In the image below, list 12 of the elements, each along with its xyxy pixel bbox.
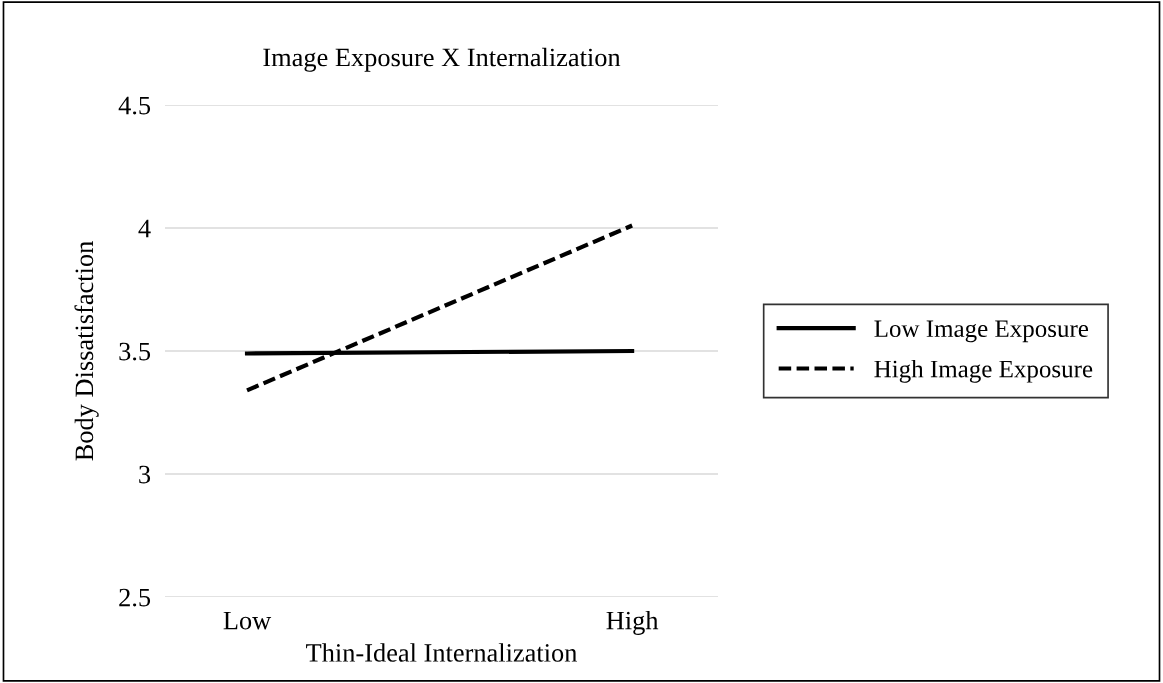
y-tick-label: 2.5 <box>119 588 151 607</box>
legend-label: High Image Exposure <box>874 359 1093 383</box>
chart-title: Image Exposure X Internalization <box>263 47 621 72</box>
y-tick-label: 4.5 <box>118 96 151 115</box>
y-tick-label: 3 <box>139 465 151 484</box>
y-tick-label: 3.5 <box>119 342 151 361</box>
legend-label: Low Image Exposure <box>874 320 1089 343</box>
x-tick-label: Low <box>223 611 272 630</box>
y-tick-label: 4 <box>138 219 151 238</box>
x-tick-label: High <box>606 610 659 635</box>
y-axis-title: Body Dissatisfaction <box>74 241 99 461</box>
x-axis-title: Thin-Ideal Internalization <box>306 643 578 662</box>
